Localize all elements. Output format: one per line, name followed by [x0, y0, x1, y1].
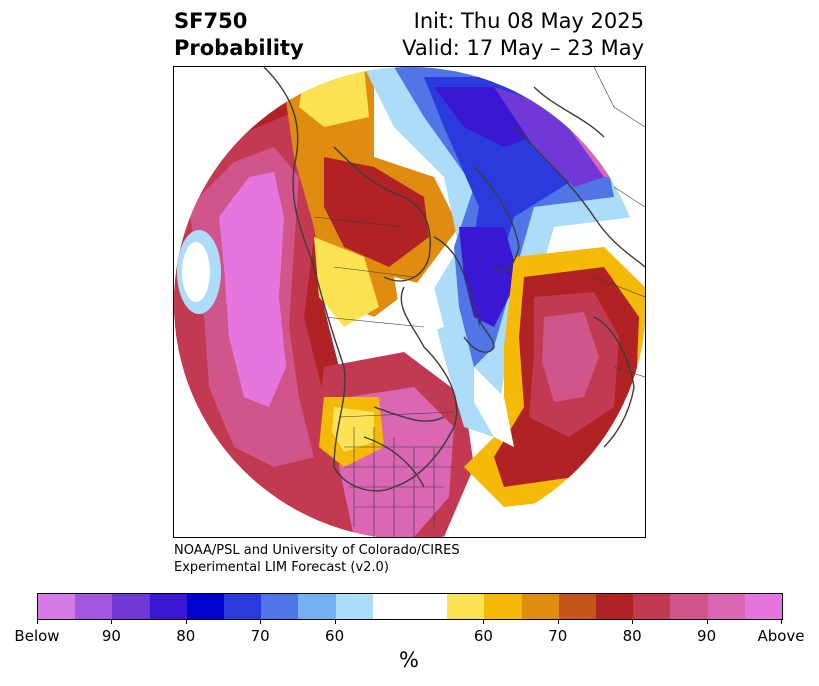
atlantic-neutral-lane	[474, 367, 514, 447]
siberia-negative-core	[434, 87, 534, 147]
colorbar-swatch	[298, 594, 336, 619]
colorbar-swatch	[596, 594, 634, 619]
colorbar-swatch	[447, 594, 485, 619]
colorbar-swatch	[149, 594, 187, 619]
variable-name: SF750	[174, 9, 248, 33]
colorbar-unit-label: %	[399, 648, 419, 672]
siberia-negative-band	[494, 87, 604, 187]
credit-line-2: Experimental LIM Forecast (v2.0)	[174, 560, 389, 575]
variable-subtitle: Probability	[174, 36, 304, 60]
colorbar-tick-label: 80	[176, 627, 196, 645]
colorbar-swatch	[75, 594, 113, 619]
probability-map	[174, 67, 645, 537]
colorbar-swatch	[521, 594, 559, 619]
atlantic-positive-core	[542, 312, 599, 402]
colorbar-swatch	[261, 594, 299, 619]
colorbar-swatch	[335, 594, 373, 619]
colorbar-swatch	[484, 594, 522, 619]
valid-date: Valid: 17 May – 23 May	[402, 36, 644, 60]
colorbar-tick-label: 60	[325, 627, 345, 645]
colorbar-swatch	[224, 594, 262, 619]
colorbar-swatch	[670, 594, 708, 619]
colorbar-swatch	[744, 594, 783, 619]
colorbar-tick-mark	[260, 619, 262, 624]
colorbar-tick-label: 90	[101, 627, 121, 645]
colorbar-tick-mark	[37, 619, 38, 624]
colorbar	[37, 593, 783, 620]
colorbar-tick-label: 70	[250, 627, 270, 645]
probability-field	[174, 67, 645, 537]
colorbar-tick-label: 60	[473, 627, 493, 645]
colorbar-swatch	[558, 594, 597, 619]
western-us-yellow	[332, 407, 374, 452]
colorbar-tick-label: 80	[622, 627, 642, 645]
colorbar-swatch	[372, 594, 411, 619]
pacific-positive-core	[219, 172, 286, 407]
forecast-dates: Init: Thu 08 May 2025 Valid: 17 May – 23…	[402, 8, 644, 62]
colorbar-tick-mark	[632, 619, 634, 624]
colorbar-swatch	[633, 594, 671, 619]
colorbar-tick-mark	[111, 619, 113, 624]
canada-yellow-2	[314, 237, 379, 327]
credit-text: NOAA/PSL and University of Colorado/CIRE…	[174, 542, 460, 576]
colorbar-swatch	[186, 594, 225, 619]
colorbar-swatch	[112, 594, 150, 619]
colorbar-swatch	[410, 594, 448, 619]
colorbar-tick-mark	[334, 619, 336, 624]
colorbar-swatch	[38, 594, 76, 619]
canada-red	[324, 157, 429, 267]
colorbar-tick-mark	[706, 619, 708, 624]
political-borders	[313, 67, 645, 537]
coastlines	[263, 67, 645, 492]
greenland-negative-core	[459, 227, 519, 327]
colorbar-tick-label: 70	[548, 627, 568, 645]
colorbar-tick-mark	[557, 619, 559, 624]
colorbar-tick-label: Above	[757, 627, 805, 645]
chart-title: SF750 Probability	[174, 8, 304, 62]
map-panel	[173, 66, 646, 538]
credit-line-1: NOAA/PSL and University of Colorado/CIRE…	[174, 543, 460, 558]
colorbar-tick-mark	[483, 619, 485, 624]
init-date: Init: Thu 08 May 2025	[413, 9, 644, 33]
colorbar-tick-mark	[781, 619, 782, 624]
colorbar-swatch	[707, 594, 745, 619]
colorbar-tick-label: 90	[697, 627, 717, 645]
colorbar-tick-label: Below	[14, 627, 60, 645]
colorbar-tick-mark	[185, 619, 187, 624]
